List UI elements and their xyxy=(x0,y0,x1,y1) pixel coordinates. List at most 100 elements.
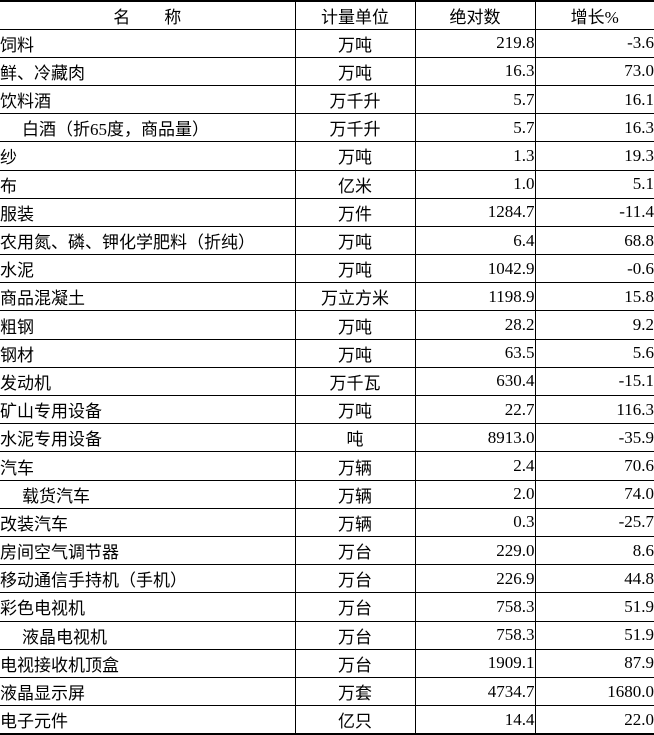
product-name-cell: 液晶显示屏 xyxy=(0,677,295,707)
product-name-cell: 载货汽车 xyxy=(0,480,295,509)
growth-cell: -25.7 xyxy=(534,508,654,537)
unit-cell: 万吨 xyxy=(294,29,415,58)
unit-cell: 万台 xyxy=(294,649,415,678)
absolute-value-cell: 63.5 xyxy=(414,339,535,368)
table-row: 水泥 万吨 1042.9 -0.6 xyxy=(0,254,654,284)
product-name-cell: 纱 xyxy=(0,141,295,171)
absolute-value-cell: 16.3 xyxy=(414,57,535,86)
table-row: 服装 万件 1284.7 -11.4 xyxy=(0,198,654,227)
table-row: 载货汽车 万辆 2.0 74.0 xyxy=(0,480,654,509)
absolute-value-cell: 1198.9 xyxy=(414,282,535,312)
growth-cell: 15.8 xyxy=(534,282,654,312)
growth-cell: 116.3 xyxy=(534,395,654,425)
absolute-value-cell: 758.3 xyxy=(414,621,535,650)
growth-cell: -11.4 xyxy=(534,198,654,227)
unit-cell: 万吨 xyxy=(294,395,415,425)
unit-cell: 万吨 xyxy=(294,339,415,368)
product-name-cell: 移动通信手持机（手机） xyxy=(0,564,295,594)
table-row: 水泥专用设备 吨 8913.0 -35.9 xyxy=(0,423,654,453)
table-row: 农用氮、磷、钾化学肥料（折纯） 万吨 6.4 68.8 xyxy=(0,226,654,256)
product-name-cell: 农用氮、磷、钾化学肥料（折纯） xyxy=(0,226,295,256)
table-row: 汽车 万辆 2.4 70.6 xyxy=(0,451,654,481)
absolute-value-cell: 1.3 xyxy=(414,141,535,171)
table-row: 彩色电视机 万台 758.3 51.9 xyxy=(0,592,654,622)
growth-cell: 8.6 xyxy=(534,536,654,566)
product-name-cell: 商品混凝土 xyxy=(0,282,295,312)
absolute-value-cell: 6.4 xyxy=(414,226,535,256)
absolute-value-cell: 219.8 xyxy=(414,29,535,58)
growth-cell: -0.6 xyxy=(534,254,654,284)
table-row: 电视接收机顶盒 万台 1909.1 87.9 xyxy=(0,649,654,678)
growth-cell: 70.6 xyxy=(534,451,654,481)
product-name-cell: 改装汽车 xyxy=(0,508,295,537)
product-name-cell: 水泥 xyxy=(0,254,295,284)
unit-cell: 万吨 xyxy=(294,254,415,284)
absolute-value-cell: 758.3 xyxy=(414,592,535,622)
unit-cell: 万辆 xyxy=(294,508,415,537)
column-header-absolute: 绝对数 xyxy=(414,1,535,30)
absolute-value-cell: 28.2 xyxy=(414,310,535,340)
growth-cell: 22.0 xyxy=(534,705,654,735)
table-row: 白酒（折65度，商品量） 万千升 5.7 16.3 xyxy=(0,113,654,143)
table-row: 发动机 万千瓦 630.4 -15.1 xyxy=(0,367,654,397)
table-row: 改装汽车 万辆 0.3 -25.7 xyxy=(0,508,654,537)
unit-cell: 万千升 xyxy=(294,113,415,143)
product-name-cell: 房间空气调节器 xyxy=(0,536,295,566)
table-row: 鲜、冷藏肉 万吨 16.3 73.0 xyxy=(0,57,654,86)
table-row: 布 亿米 1.0 5.1 xyxy=(0,170,654,199)
absolute-value-cell: 2.4 xyxy=(414,451,535,481)
growth-cell: -3.6 xyxy=(534,29,654,58)
table-row: 饮料酒 万千升 5.7 16.1 xyxy=(0,85,654,115)
absolute-value-cell: 1042.9 xyxy=(414,254,535,284)
absolute-value-cell: 229.0 xyxy=(414,536,535,566)
table-row: 电子元件 亿只 14.4 22.0 xyxy=(0,705,654,735)
growth-cell: 1680.0 xyxy=(534,677,654,707)
product-name-cell: 饮料酒 xyxy=(0,85,295,115)
unit-cell: 万台 xyxy=(294,536,415,566)
absolute-value-cell: 14.4 xyxy=(414,705,535,735)
growth-cell: 19.3 xyxy=(534,141,654,171)
growth-cell: -35.9 xyxy=(534,423,654,453)
growth-cell: 68.8 xyxy=(534,226,654,256)
product-name-cell: 水泥专用设备 xyxy=(0,423,295,453)
product-name-cell: 彩色电视机 xyxy=(0,592,295,622)
table-row: 商品混凝土 万立方米 1198.9 15.8 xyxy=(0,282,654,312)
unit-cell: 万千升 xyxy=(294,85,415,115)
table-row: 纱 万吨 1.3 19.3 xyxy=(0,141,654,171)
unit-cell: 万千瓦 xyxy=(294,367,415,397)
absolute-value-cell: 4734.7 xyxy=(414,677,535,707)
growth-cell: 5.1 xyxy=(534,170,654,199)
absolute-value-cell: 1284.7 xyxy=(414,198,535,227)
product-name-cell: 饲料 xyxy=(0,29,295,58)
absolute-value-cell: 22.7 xyxy=(414,395,535,425)
table-row: 房间空气调节器 万台 229.0 8.6 xyxy=(0,536,654,566)
product-name-cell: 电子元件 xyxy=(0,705,295,735)
growth-cell: 16.3 xyxy=(534,113,654,143)
product-name-cell: 矿山专用设备 xyxy=(0,395,295,425)
absolute-value-cell: 1909.1 xyxy=(414,649,535,678)
product-name-cell: 服装 xyxy=(0,198,295,227)
absolute-value-cell: 630.4 xyxy=(414,367,535,397)
growth-cell: 87.9 xyxy=(534,649,654,678)
growth-cell: 9.2 xyxy=(534,310,654,340)
unit-cell: 万辆 xyxy=(294,451,415,481)
absolute-value-cell: 1.0 xyxy=(414,170,535,199)
table-row: 矿山专用设备 万吨 22.7 116.3 xyxy=(0,395,654,425)
absolute-value-cell: 5.7 xyxy=(414,113,535,143)
unit-cell: 吨 xyxy=(294,423,415,453)
growth-cell: 16.1 xyxy=(534,85,654,115)
growth-cell: 44.8 xyxy=(534,564,654,594)
product-name-cell: 布 xyxy=(0,170,295,199)
table-row: 液晶电视机 万台 758.3 51.9 xyxy=(0,621,654,650)
column-header-growth: 增长% xyxy=(534,1,654,30)
product-name-cell: 钢材 xyxy=(0,339,295,368)
product-name-cell: 白酒（折65度，商品量） xyxy=(0,113,295,143)
growth-cell: 73.0 xyxy=(534,57,654,86)
unit-cell: 万台 xyxy=(294,592,415,622)
unit-cell: 万件 xyxy=(294,198,415,227)
column-header-unit: 计量单位 xyxy=(294,1,415,30)
column-header-name: 名 称 xyxy=(0,1,295,30)
product-name-cell: 鲜、冷藏肉 xyxy=(0,57,295,86)
